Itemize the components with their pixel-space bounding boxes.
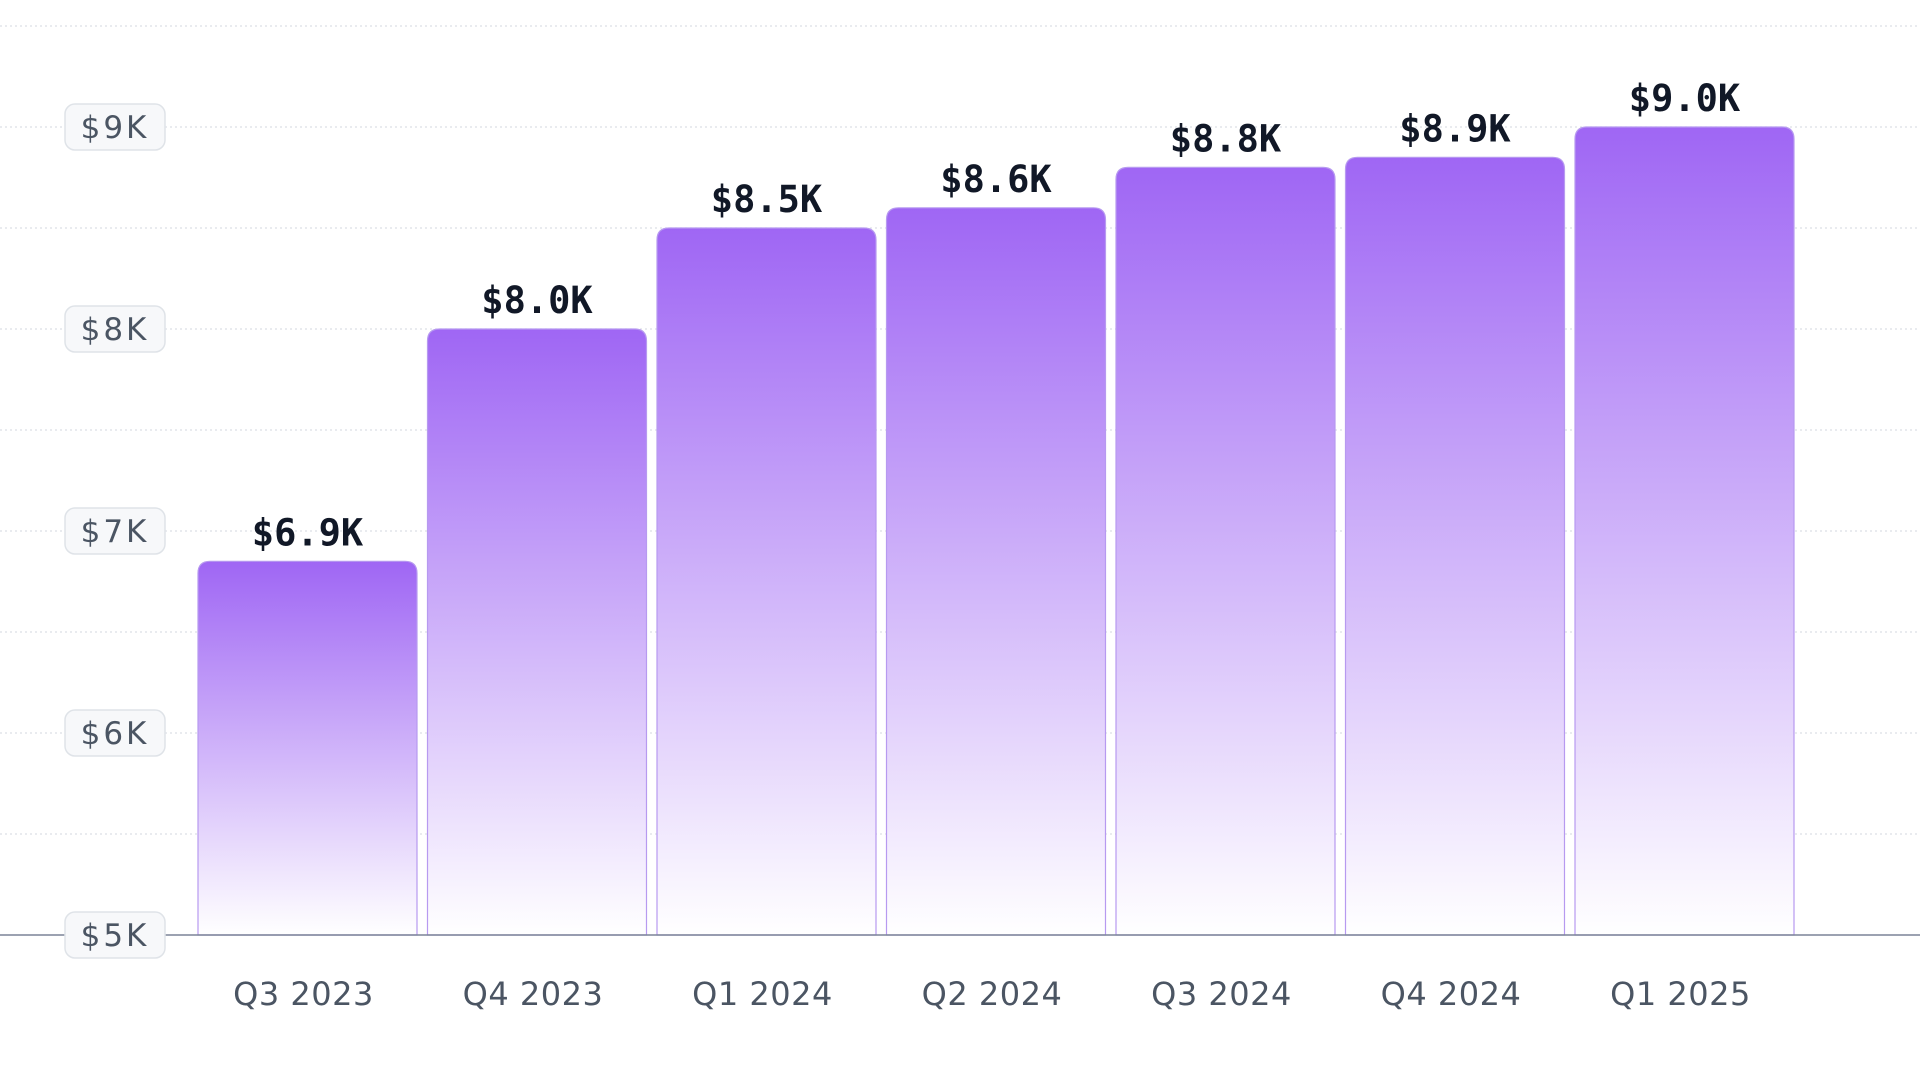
bars [197,126,1795,936]
bar-q3-2023[interactable] [197,560,418,936]
y-tick-badge [64,911,166,959]
y-tick: $6K [64,709,166,757]
data-label: $8.9K [1399,107,1511,150]
data-label: $8.5K [711,178,823,221]
y-tick: $9K [64,103,166,151]
y-tick: $8K [64,305,166,353]
x-tick-label: Q4 2024 [1381,975,1522,1013]
data-label: $6.9K [252,511,364,554]
data-labels: $6.9K $8.0K $8.5K $8.6K $8.8K $8.9K $9.0K [252,77,1741,554]
x-tick-label: Q3 2024 [1151,975,1292,1013]
y-axis-ticks: $5K $6K $7K $8K $9K [64,103,166,959]
x-tick-label: Q1 2024 [692,975,833,1013]
y-tick-badge [64,103,166,151]
bar-q2-2024[interactable] [885,207,1107,936]
bar-q1-2025[interactable] [1574,126,1795,936]
x-tick-label: Q1 2025 [1610,975,1751,1013]
data-label: $8.0K [481,279,593,322]
data-label: $8.8K [1170,117,1282,160]
x-tick-label: Q4 2023 [463,975,604,1013]
x-tick-label: Q3 2023 [233,975,374,1013]
bar-q1-2024[interactable] [656,227,877,936]
data-label: $9.0K [1629,77,1741,120]
x-axis-ticks: Q3 2023 Q4 2023 Q1 2024 Q2 2024 Q3 2024 Q4 20… [233,975,1751,1013]
y-tick: $5K [64,911,166,959]
y-tick-badge [64,709,166,757]
y-tick-badge [64,507,166,555]
y-tick-badge [64,305,166,353]
x-tick-label: Q2 2024 [922,975,1063,1013]
y-tick: $7K [64,507,166,555]
bar-q4-2023[interactable] [426,328,648,936]
data-label: $8.6K [940,158,1052,201]
y-tick-label: $7K [81,514,150,550]
y-tick-label: $9K [81,110,150,146]
bar-q3-2024[interactable] [1115,166,1336,936]
y-tick-label: $8K [81,312,150,348]
y-tick-label: $5K [81,918,150,954]
bar-q4-2024[interactable] [1344,156,1566,936]
y-tick-label: $6K [81,716,150,752]
